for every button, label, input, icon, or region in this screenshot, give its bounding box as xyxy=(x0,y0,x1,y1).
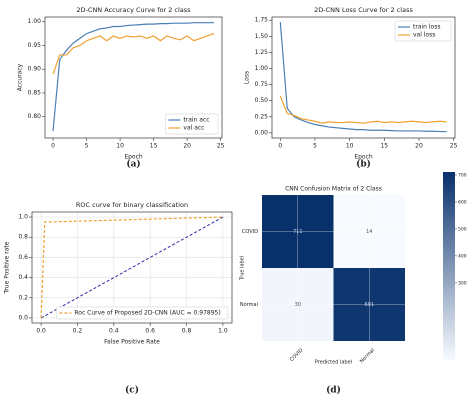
y-tick-label: 1.25 xyxy=(255,49,269,56)
legend-box xyxy=(165,113,219,135)
x-axis-label: Epoch xyxy=(124,154,143,161)
series-line xyxy=(52,33,215,75)
x-tick-label: 0 xyxy=(278,143,282,150)
panel-label: (b) xyxy=(356,159,371,170)
x-tick-label: 5 xyxy=(313,143,317,150)
y-tick-label: 0.75 xyxy=(255,81,269,88)
y-tick-label: 0.6 xyxy=(18,254,28,261)
legend-label: Roc Curve of Proposed 2D-CNN (AUC = 0.97… xyxy=(74,310,220,317)
colorbar-tick-label: 700 xyxy=(458,172,467,178)
x-tick-label: 10 xyxy=(346,143,354,150)
cell-label: 711 xyxy=(293,229,303,235)
y-tick-label: 1.0 xyxy=(18,214,28,221)
legend-label: train loss xyxy=(413,24,440,31)
panel-label: (a) xyxy=(126,159,140,170)
x-axis-label: False Positive Rate xyxy=(104,339,160,346)
legend-label: train acc xyxy=(183,117,209,124)
x-tick-label: 25 xyxy=(217,143,225,150)
x-axis-label: Predicted label xyxy=(315,360,352,366)
y-axis-label: True Positive rate xyxy=(4,241,11,294)
y-tick-label: 0.50 xyxy=(255,97,269,104)
cell-label: 14 xyxy=(366,229,372,235)
colorbar-tick-label: 500 xyxy=(458,226,467,232)
x-tick-label: 1.0 xyxy=(218,328,228,335)
panel-label: (c) xyxy=(125,385,139,396)
y-tick-label: 1.75 xyxy=(255,17,269,24)
x-axis-label: Epoch xyxy=(354,154,373,161)
colorbar-tick-label: 300 xyxy=(458,280,467,286)
y-tick-label: 1.00 xyxy=(255,65,269,72)
y-tick-label: 0.2 xyxy=(18,294,28,301)
axes-frame xyxy=(271,16,456,139)
colorbar-tick-label: 600 xyxy=(458,199,467,205)
legend-box xyxy=(394,20,452,42)
y-tick-label: 0.85 xyxy=(28,89,42,96)
colorbar-tick-label: 400 xyxy=(458,253,467,259)
series-line xyxy=(279,22,447,133)
y-tick-label: 0.8 xyxy=(18,234,28,241)
y-tick-label: 0.4 xyxy=(18,274,28,281)
y-tick-label: 0.0 xyxy=(18,314,28,321)
x-tick-label: Normal xyxy=(359,347,376,364)
y-tick-label: Normal xyxy=(240,302,258,308)
series-line xyxy=(279,95,447,124)
legend-box xyxy=(56,306,229,320)
x-tick-label: 15 xyxy=(380,143,388,150)
series-line xyxy=(52,22,214,131)
y-tick-label: 0.25 xyxy=(255,113,269,120)
y-tick-label: 0.00 xyxy=(255,129,269,136)
axes-frame xyxy=(44,16,223,139)
x-tick-label: COVID xyxy=(289,347,305,363)
x-tick-label: 25 xyxy=(450,143,458,150)
y-tick-label: 0.90 xyxy=(28,66,42,73)
cell-label: 691 xyxy=(364,302,374,308)
chart-title: 2D-CNN Loss Curve for 2 class xyxy=(314,6,413,14)
legend-label: val loss xyxy=(413,32,435,39)
colorbar xyxy=(443,172,455,360)
y-axis-label: Accuracy xyxy=(17,63,24,91)
x-tick-label: 5 xyxy=(85,143,89,150)
y-tick-label: 1.50 xyxy=(255,33,269,40)
y-tick-label: 0.95 xyxy=(28,42,42,49)
x-tick-label: 20 xyxy=(415,143,423,150)
y-axis-label: True label xyxy=(240,256,246,281)
chart-title: 2D-CNN Accuracy Curve for 2 class xyxy=(76,6,191,14)
axes-frame xyxy=(31,211,233,324)
x-tick-label: 0.8 xyxy=(182,328,192,335)
x-tick-label: 15 xyxy=(150,143,158,150)
x-tick-label: 0.0 xyxy=(36,328,46,335)
x-tick-label: 20 xyxy=(183,143,191,150)
y-tick-label: 0.80 xyxy=(28,113,42,120)
series-line xyxy=(40,216,223,318)
panel-label: (d) xyxy=(326,385,341,396)
chart-title: ROC curve for binary classification xyxy=(76,201,188,209)
chart-title: CNN Confusion Matrix of 2 Class xyxy=(285,186,382,193)
diagonal-line xyxy=(40,216,224,319)
x-tick-label: 0.6 xyxy=(145,328,155,335)
x-tick-label: 0.2 xyxy=(73,328,83,335)
y-tick-label: COVID xyxy=(242,229,258,235)
legend-label: val acc xyxy=(183,125,204,132)
x-tick-label: 0 xyxy=(51,143,55,150)
x-tick-label: 10 xyxy=(116,143,124,150)
x-tick-label: 0.4 xyxy=(109,328,119,335)
y-tick-label: 1.00 xyxy=(28,18,42,25)
cell-label: 30 xyxy=(295,302,301,308)
y-axis-label: Loss xyxy=(244,71,251,84)
